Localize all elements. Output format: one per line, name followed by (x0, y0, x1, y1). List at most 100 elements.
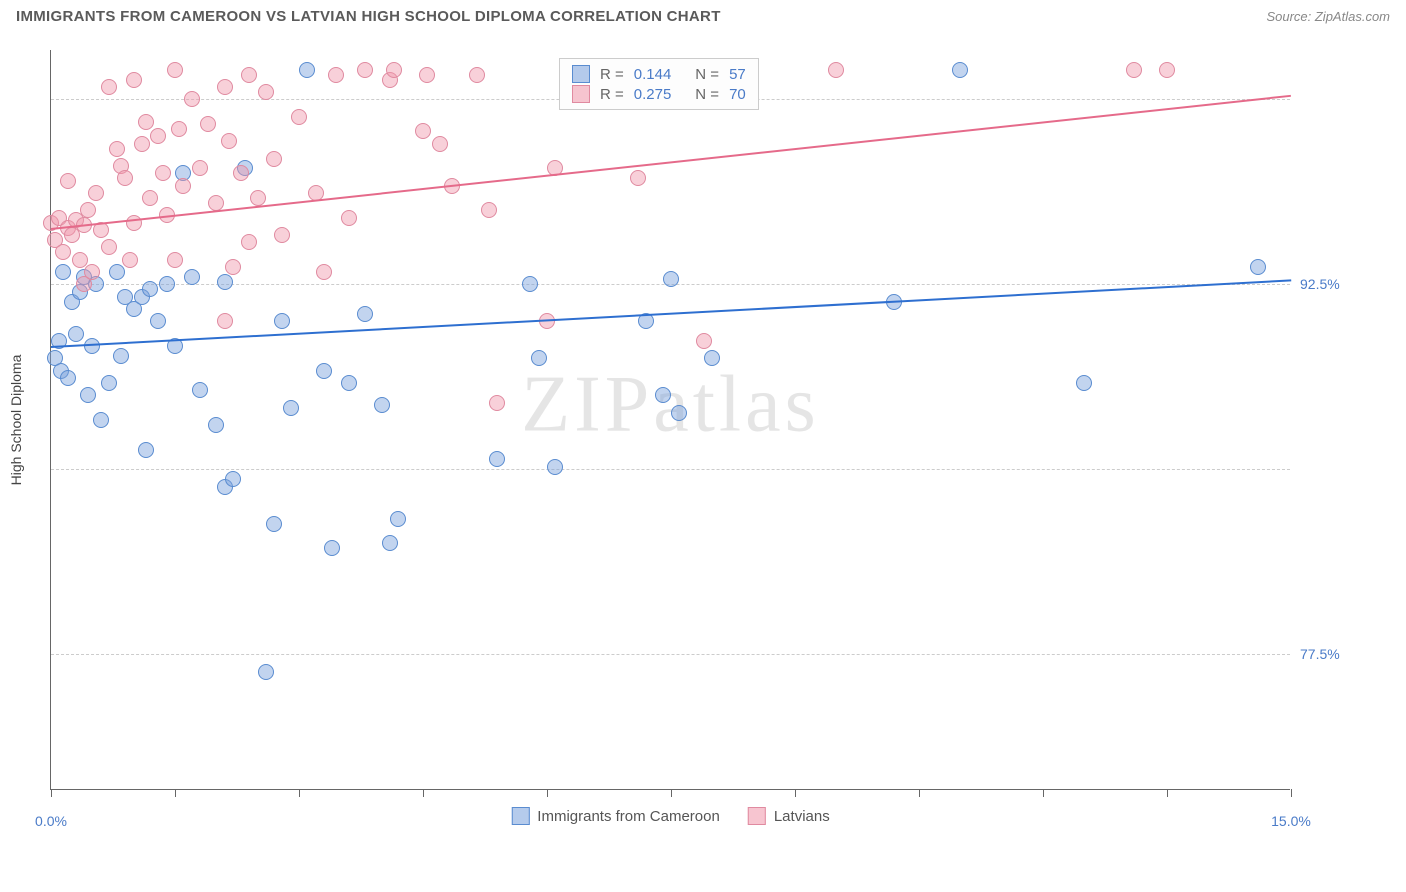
watermark-text: ZIP (521, 360, 653, 448)
scatter-point (1126, 62, 1142, 78)
scatter-point (175, 178, 191, 194)
legend-r-value: 0.144 (634, 66, 672, 83)
scatter-point (655, 387, 671, 403)
scatter-point (138, 442, 154, 458)
scatter-point (60, 173, 76, 189)
scatter-point (60, 370, 76, 386)
scatter-point (80, 202, 96, 218)
scatter-point (489, 395, 505, 411)
scatter-point (155, 165, 171, 181)
bottom-legend-label: Latvians (774, 808, 830, 825)
scatter-point (184, 269, 200, 285)
legend-row: R = 0.144 N = 57 (572, 65, 746, 83)
trend-line (51, 94, 1291, 229)
scatter-point (55, 264, 71, 280)
scatter-point (328, 67, 344, 83)
scatter-point (828, 62, 844, 78)
chart-container: ZIPatlas High School Diploma 77.5%92.5%0… (50, 50, 1370, 820)
scatter-point (258, 664, 274, 680)
scatter-point (1159, 62, 1175, 78)
scatter-point (167, 62, 183, 78)
legend-r-label: R = (600, 86, 624, 103)
scatter-point (101, 79, 117, 95)
scatter-point (952, 62, 968, 78)
scatter-point (55, 244, 71, 260)
scatter-point (72, 252, 88, 268)
scatter-point (117, 170, 133, 186)
x-tick (795, 789, 796, 797)
scatter-point (109, 141, 125, 157)
scatter-point (299, 62, 315, 78)
scatter-point (184, 91, 200, 107)
scatter-point (291, 109, 307, 125)
legend-n-value: 57 (729, 66, 746, 83)
scatter-point (241, 67, 257, 83)
scatter-point (696, 333, 712, 349)
bottom-legend-item: Immigrants from Cameroon (511, 807, 720, 825)
x-tick (1167, 789, 1168, 797)
scatter-point (142, 281, 158, 297)
scatter-point (221, 133, 237, 149)
scatter-point (390, 511, 406, 527)
scatter-point (208, 195, 224, 211)
scatter-point (266, 516, 282, 532)
x-tick (547, 789, 548, 797)
chart-title: IMMIGRANTS FROM CAMEROON VS LATVIAN HIGH… (16, 8, 721, 25)
scatter-point (415, 123, 431, 139)
scatter-point (1076, 375, 1092, 391)
scatter-point (101, 239, 117, 255)
legend-swatch (748, 807, 766, 825)
scatter-point (481, 202, 497, 218)
scatter-point (217, 274, 233, 290)
scatter-point (208, 417, 224, 433)
x-tick (919, 789, 920, 797)
scatter-point (341, 210, 357, 226)
watermark: ZIPatlas (521, 359, 820, 450)
scatter-point (217, 79, 233, 95)
scatter-point (386, 62, 402, 78)
legend-swatch (572, 85, 590, 103)
scatter-point (122, 252, 138, 268)
scatter-point (324, 540, 340, 556)
scatter-point (341, 375, 357, 391)
scatter-point (192, 160, 208, 176)
title-bar: IMMIGRANTS FROM CAMEROON VS LATVIAN HIGH… (0, 0, 1406, 29)
x-tick (299, 789, 300, 797)
scatter-point (192, 382, 208, 398)
legend-r-label: R = (600, 66, 624, 83)
scatter-point (357, 62, 373, 78)
plot-area: ZIPatlas High School Diploma 77.5%92.5%0… (50, 50, 1290, 790)
scatter-point (159, 276, 175, 292)
scatter-point (225, 471, 241, 487)
x-tick (671, 789, 672, 797)
scatter-point (489, 451, 505, 467)
legend-r-value: 0.275 (634, 86, 672, 103)
scatter-point (630, 170, 646, 186)
scatter-point (93, 412, 109, 428)
scatter-point (382, 535, 398, 551)
scatter-point (126, 215, 142, 231)
bottom-legend: Immigrants from Cameroon Latvians (511, 807, 829, 825)
scatter-point (142, 190, 158, 206)
scatter-point (432, 136, 448, 152)
legend-n-label: N = (695, 66, 719, 83)
scatter-point (68, 326, 84, 342)
trend-line (51, 279, 1291, 348)
scatter-point (150, 313, 166, 329)
scatter-point (217, 313, 233, 329)
scatter-point (522, 276, 538, 292)
scatter-point (126, 72, 142, 88)
legend-n-value: 70 (729, 86, 746, 103)
scatter-point (250, 190, 266, 206)
scatter-point (171, 121, 187, 137)
scatter-point (274, 227, 290, 243)
scatter-point (241, 234, 257, 250)
scatter-point (101, 375, 117, 391)
scatter-point (531, 350, 547, 366)
bottom-legend-item: Latvians (748, 807, 830, 825)
x-tick (1043, 789, 1044, 797)
scatter-point (374, 397, 390, 413)
scatter-point (357, 306, 373, 322)
y-tick-label: 92.5% (1300, 276, 1360, 292)
scatter-point (547, 459, 563, 475)
